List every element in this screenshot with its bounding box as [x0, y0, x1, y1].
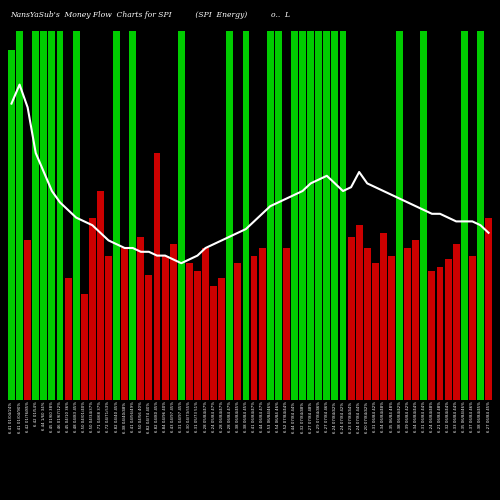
- Bar: [146, 274, 152, 400]
- Bar: [461, 32, 468, 400]
- Bar: [283, 248, 290, 400]
- Bar: [154, 153, 160, 400]
- Bar: [291, 32, 298, 400]
- Bar: [210, 286, 217, 400]
- Bar: [97, 191, 104, 400]
- Bar: [250, 256, 258, 400]
- Bar: [138, 236, 144, 400]
- Bar: [226, 32, 233, 400]
- Bar: [72, 32, 80, 400]
- Bar: [436, 267, 444, 400]
- Bar: [64, 278, 71, 400]
- Bar: [40, 32, 47, 400]
- Bar: [32, 32, 39, 400]
- Bar: [194, 271, 201, 400]
- Bar: [56, 32, 64, 400]
- Bar: [396, 32, 403, 400]
- Bar: [348, 236, 354, 400]
- Bar: [89, 218, 96, 400]
- Bar: [218, 278, 225, 400]
- Bar: [356, 225, 362, 400]
- Bar: [469, 256, 476, 400]
- Bar: [178, 32, 184, 400]
- Bar: [186, 263, 193, 400]
- Bar: [8, 50, 15, 400]
- Bar: [170, 244, 176, 400]
- Bar: [388, 256, 395, 400]
- Bar: [316, 32, 322, 400]
- Bar: [121, 248, 128, 400]
- Bar: [404, 248, 411, 400]
- Bar: [485, 218, 492, 400]
- Bar: [258, 248, 266, 400]
- Bar: [307, 32, 314, 400]
- Bar: [340, 32, 346, 400]
- Bar: [412, 240, 419, 400]
- Bar: [275, 32, 281, 400]
- Bar: [16, 32, 23, 400]
- Bar: [24, 240, 31, 400]
- Bar: [324, 32, 330, 400]
- Bar: [130, 32, 136, 400]
- Bar: [242, 32, 250, 400]
- Bar: [444, 260, 452, 400]
- Bar: [299, 32, 306, 400]
- Bar: [113, 32, 120, 400]
- Bar: [48, 32, 56, 400]
- Bar: [332, 32, 338, 400]
- Bar: [477, 32, 484, 400]
- Bar: [105, 256, 112, 400]
- Bar: [162, 256, 168, 400]
- Bar: [380, 233, 387, 400]
- Bar: [428, 271, 436, 400]
- Bar: [364, 248, 370, 400]
- Bar: [234, 263, 242, 400]
- Bar: [202, 248, 209, 400]
- Text: NansYaSub's  Money Flow  Charts for SPI          (SPI  Energy)          o..  L: NansYaSub's Money Flow Charts for SPI (S…: [10, 11, 290, 19]
- Bar: [453, 244, 460, 400]
- Bar: [81, 294, 87, 400]
- Bar: [372, 263, 379, 400]
- Bar: [267, 32, 274, 400]
- Bar: [420, 32, 428, 400]
